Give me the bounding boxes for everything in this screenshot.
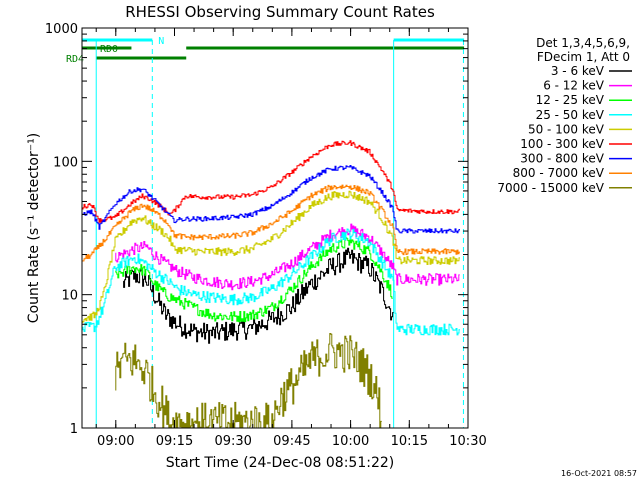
y-tick-label: 10 [61, 289, 78, 304]
series-line [82, 140, 460, 223]
legend-label: 7000 - 15000 keV [497, 181, 604, 195]
x-axis: 09:00 09:15 09:30 09:45 10:00 10:15 10:30 [95, 28, 487, 449]
series-line [82, 228, 460, 336]
flag-label-n: N [158, 36, 164, 47]
series-line [115, 237, 393, 323]
chart-title: RHESSI Observing Summary Count Rates [125, 3, 435, 21]
flag-label-rd4: RD4 [66, 54, 84, 65]
legend-label: 6 - 12 keV [543, 79, 605, 93]
legend-label: 25 - 50 keV [536, 108, 605, 122]
legend-label: 3 - 6 keV [551, 64, 605, 78]
legend-label: 50 - 100 keV [528, 122, 605, 136]
x-tick-label: 09:45 [273, 434, 310, 449]
series-layer [82, 140, 460, 428]
series-line [82, 190, 460, 323]
x-tick-label: 10:15 [391, 434, 428, 449]
legend-label: 100 - 300 keV [520, 137, 604, 151]
legend-label: 12 - 25 keV [536, 93, 605, 107]
y-axis-label: Count Rate (s⁻¹ detector⁻¹) [26, 133, 42, 323]
series-line [115, 333, 382, 428]
series-line [115, 223, 460, 291]
y-axis: 1 10 100 1000 [45, 22, 468, 437]
x-tick-label: 09:00 [97, 434, 134, 449]
x-tick-label: 10:30 [449, 434, 486, 449]
series-line [82, 165, 460, 234]
y-tick-label: 1 [70, 422, 78, 437]
series-line [123, 247, 394, 344]
x-tick-label: 09:30 [214, 434, 251, 449]
legend-header-line-2: FDecim 1, Att 0 [537, 50, 630, 64]
x-tick-label: 10:00 [332, 434, 369, 449]
legend-label: 300 - 800 keV [520, 152, 604, 166]
legend-header-line-1: Det 1,3,4,5,6,9, [536, 36, 630, 50]
flag-bars: N RD0 RD4 [66, 36, 465, 65]
y-tick-label: 100 [53, 155, 78, 170]
flag-label-rd0: RD0 [100, 44, 118, 55]
y-tick-label: 1000 [45, 22, 78, 37]
x-tick-label: 09:15 [156, 434, 193, 449]
footer-timestamp: 16-Oct-2021 08:57 [561, 469, 637, 478]
x-axis-label: Start Time (24-Dec-08 08:51:22) [166, 455, 394, 471]
plot-frame [81, 27, 469, 429]
series-line [82, 184, 460, 262]
legend-label: 800 - 7000 keV [513, 166, 605, 180]
legend: Det 1,3,4,5,6,9, FDecim 1, Att 0 3 - 6 k… [497, 36, 632, 195]
